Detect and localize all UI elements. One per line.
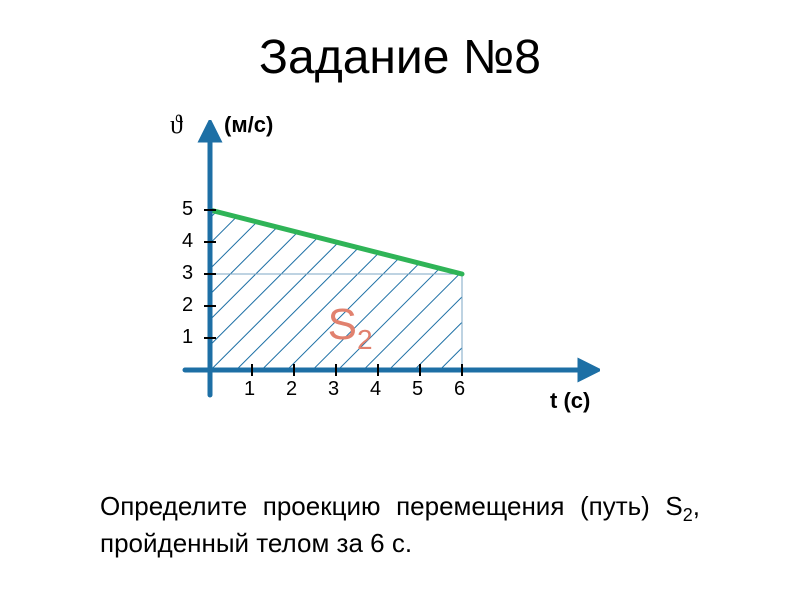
x-tick-label: 1 [244,378,255,401]
chart-svg [180,120,600,400]
x-axis-label: t (с) [550,388,590,414]
y-tick-label: 2 [182,294,193,317]
chart-area [180,120,600,400]
x-tick-label: 5 [412,378,423,401]
x-tick-label: 6 [454,378,465,401]
y-tick-label: 1 [182,326,193,349]
x-tick-label: 3 [328,378,339,401]
y-tick-label: 3 [182,262,193,285]
x-tick-label: 4 [370,378,381,401]
area-label: S2 [328,300,373,356]
y-axis-symbol: ϑ [170,110,183,140]
y-axis-unit: (м/с) [224,112,273,138]
task-title: Задание №8 [0,30,800,85]
y-tick-label: 4 [182,230,193,253]
x-tick-label: 2 [286,378,297,401]
y-tick-label: 5 [182,198,193,221]
question-text: Определите проекцию перемещения (путь) S… [100,490,700,559]
page: Задание №8 ϑ (м/с) t (с) S2 Определите п… [0,0,800,600]
